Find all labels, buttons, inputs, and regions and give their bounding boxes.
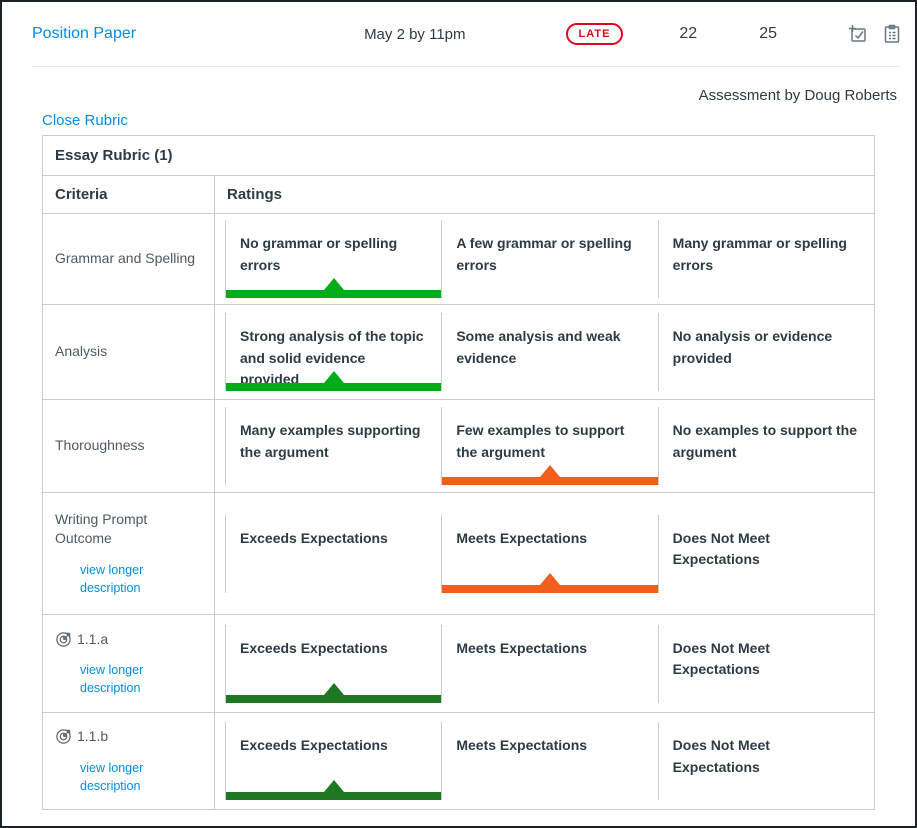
- rating-cell-selected: Few examples to support the argument: [441, 407, 658, 485]
- rating-label: Meets Expectations: [456, 639, 588, 656]
- criteria-column-header: Criteria: [43, 176, 215, 213]
- rating-cell: A few grammar or spelling errors: [441, 220, 657, 298]
- selection-bar: [226, 792, 442, 800]
- rating-cell: Exceeds Expectations: [225, 514, 441, 593]
- ratings-row: Exceeds Expectations Meets Expectations …: [215, 493, 874, 614]
- rating-label: Some analysis and weak evidence: [456, 328, 621, 366]
- selection-pointer-icon: [539, 465, 560, 477]
- rating-label: Exceeds Expectations: [240, 639, 388, 656]
- rating-label: No grammar or spelling errors: [240, 235, 398, 273]
- view-longer-description-link[interactable]: view longer description: [80, 760, 144, 793]
- rating-cell-selected: Exceeds Expectations: [225, 722, 442, 800]
- rating-cell: Does Not Meet Expectations: [657, 722, 874, 800]
- rating-label: No analysis or evidence provided: [672, 328, 833, 366]
- rubric-row-thoroughness: Thoroughness Many examples supporting th…: [43, 400, 874, 493]
- late-status-badge: LATE: [565, 22, 624, 46]
- criterion-cell: Analysis: [43, 305, 215, 399]
- selection-pointer-icon: [323, 371, 344, 383]
- rating-label: Exceeds Expectations: [240, 737, 388, 753]
- rubric-row-analysis: Analysis Strong analysis of the topic an…: [43, 305, 874, 400]
- criterion-label: Grammar and Spelling: [55, 250, 196, 267]
- selection-pointer-icon: [323, 780, 344, 792]
- rubric-row-outcome-1-1-b: 1.1.b view longer description Exceeds Ex…: [43, 713, 874, 809]
- selection-pointer-icon: [323, 682, 344, 695]
- selection-pointer-icon: [323, 278, 344, 290]
- rating-cell: Meets Expectations: [441, 624, 657, 703]
- criterion-cell: 1.1.a view longer description: [43, 615, 215, 712]
- clipboard-checklist-icon[interactable]: [879, 21, 905, 47]
- ratings-row: Strong analysis of the topic and solid e…: [215, 305, 874, 399]
- outcome-target-icon: [55, 728, 72, 745]
- rating-label: Strong analysis of the topic and solid e…: [240, 328, 424, 388]
- rating-cell-selected: Strong analysis of the topic and solid e…: [225, 313, 442, 391]
- rating-label: Meets Expectations: [456, 529, 588, 546]
- ratings-row: Exceeds Expectations Meets Expectations …: [215, 713, 874, 809]
- criterion-cell: Thoroughness: [43, 400, 215, 492]
- rating-label: Many grammar or spelling errors: [672, 235, 847, 273]
- selection-bar: [226, 383, 442, 391]
- assessment-by-label: Assessment by Doug Roberts: [698, 87, 897, 104]
- rating-label: Exceeds Expectations: [240, 529, 388, 546]
- rating-cell: No examples to support the argument: [657, 407, 874, 485]
- rating-cell: Some analysis and weak evidence: [441, 313, 657, 391]
- criterion-cell: 1.1.b view longer description: [43, 713, 215, 809]
- rating-label: Meets Expectations: [456, 737, 588, 753]
- rating-label: Does Not Meet Expectations: [672, 639, 770, 678]
- assignment-header: Position Paper May 2 by 11pm LATE 22 25: [2, 2, 915, 66]
- rating-label: Does Not Meet Expectations: [672, 737, 770, 775]
- ratings-column-header: Ratings: [227, 186, 283, 203]
- selection-bar: [442, 477, 658, 485]
- criterion-label: Analysis: [55, 343, 108, 360]
- close-rubric-link[interactable]: Close Rubric: [42, 112, 128, 129]
- selection-bar: [226, 290, 442, 298]
- rating-cell: Many examples supporting the argument: [225, 407, 441, 485]
- rating-cell-selected: No grammar or spelling errors: [225, 220, 442, 298]
- criterion-label: Writing Prompt Outcome: [55, 510, 148, 547]
- rating-cell-selected: Meets Expectations: [441, 514, 658, 593]
- criterion-label: Thoroughness: [55, 437, 145, 454]
- rating-label: Few examples to support the argument: [456, 422, 625, 460]
- rubric-column-headers: Criteria Ratings: [43, 176, 874, 214]
- rating-cell: Does Not Meet Expectations: [657, 514, 874, 593]
- criterion-label: 1.1.a: [77, 630, 109, 647]
- selection-pointer-icon: [539, 572, 560, 585]
- due-date: May 2 by 11pm: [364, 25, 466, 43]
- rubric-row-outcome-1-1-a: 1.1.a view longer description Exceeds Ex…: [43, 615, 874, 713]
- rubric-table: Essay Rubric (1) Criteria Ratings Gramma…: [42, 135, 875, 810]
- rating-label: Many examples supporting the argument: [240, 422, 421, 460]
- selection-bar: [226, 694, 442, 703]
- rubric-row-grammar: Grammar and Spelling No grammar or spell…: [43, 214, 874, 305]
- ratings-row: Many examples supporting the argument Fe…: [215, 400, 874, 492]
- view-longer-description-link[interactable]: view longer description: [80, 562, 144, 596]
- ratings-row: Exceeds Expectations Meets Expectations …: [215, 615, 874, 712]
- rating-cell: No analysis or evidence provided: [657, 313, 874, 391]
- rubric-title: Essay Rubric (1): [43, 136, 874, 176]
- rating-cell: Many grammar or spelling errors: [657, 220, 874, 298]
- assignment-title-link[interactable]: Position Paper: [32, 25, 137, 42]
- header-icon-group: [845, 21, 905, 47]
- criterion-cell: Grammar and Spelling: [43, 214, 215, 304]
- rating-label: Does Not Meet Expectations: [672, 529, 770, 568]
- criterion-label: 1.1.b: [77, 728, 109, 745]
- outcome-target-icon: [55, 631, 72, 648]
- rating-cell: Does Not Meet Expectations: [657, 624, 874, 703]
- rating-label: No examples to support the argument: [672, 422, 858, 460]
- rating-cell: Meets Expectations: [441, 722, 657, 800]
- selection-bar: [442, 584, 658, 593]
- ratings-row: No grammar or spelling errors A few gram…: [215, 214, 874, 304]
- score-value: 22: [679, 25, 698, 42]
- points-possible-value: 25: [759, 25, 777, 42]
- header-divider: [32, 66, 900, 67]
- rating-cell-selected: Exceeds Expectations: [225, 624, 442, 703]
- add-rubric-icon[interactable]: [845, 21, 871, 47]
- rating-label: A few grammar or spelling errors: [456, 235, 632, 273]
- criterion-cell: Writing Prompt Outcome view longer descr…: [43, 493, 215, 614]
- rubric-row-writing-prompt-outcome: Writing Prompt Outcome view longer descr…: [43, 493, 874, 615]
- view-longer-description-link[interactable]: view longer description: [80, 663, 144, 696]
